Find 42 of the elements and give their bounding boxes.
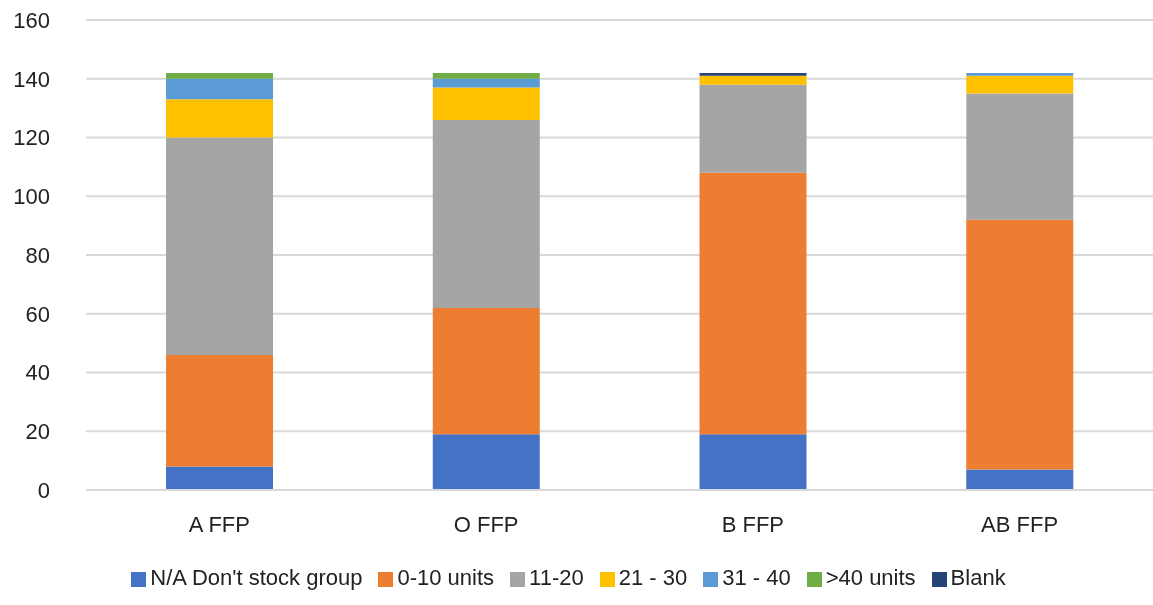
x-tick-label: B FFP xyxy=(721,511,785,537)
y-tick-label: 140 xyxy=(13,66,50,92)
y-tick-label: 40 xyxy=(25,360,50,386)
bar xyxy=(966,75,1074,94)
y-tick-label: 160 xyxy=(13,7,50,33)
y-tick-label: 100 xyxy=(13,184,50,210)
x-tick-label: O FFP xyxy=(453,511,519,537)
legend-label: Blank xyxy=(950,565,1006,590)
bar xyxy=(699,434,807,490)
bar xyxy=(166,72,274,79)
bar xyxy=(699,75,807,85)
bar xyxy=(699,72,807,76)
bar xyxy=(699,172,807,435)
bar xyxy=(432,119,540,308)
bar xyxy=(432,434,540,490)
legend-label: 21 - 30 xyxy=(618,565,688,590)
bar xyxy=(166,99,274,138)
legend-label: 0-10 units xyxy=(397,565,495,590)
x-tick-label: A FFP xyxy=(188,511,250,537)
bar xyxy=(966,72,1074,76)
y-tick-label: 120 xyxy=(13,125,50,151)
legend-label: 31 - 40 xyxy=(722,565,791,590)
bar xyxy=(432,78,540,88)
bar xyxy=(166,466,274,490)
bar xyxy=(166,354,274,467)
bar xyxy=(966,219,1074,470)
y-tick-label: 20 xyxy=(25,419,50,445)
legend-label: N/A Don't stock group xyxy=(150,565,363,590)
y-tick-label: 60 xyxy=(25,301,50,327)
legend-label: 11-20 xyxy=(529,565,584,590)
y-tick-label: 0 xyxy=(37,477,50,503)
x-tick-label: AB FFP xyxy=(981,511,1059,537)
bar xyxy=(699,84,807,173)
bar xyxy=(966,469,1074,490)
legend-label: >40 units xyxy=(825,565,916,590)
bar xyxy=(432,87,540,120)
bar xyxy=(166,137,274,355)
bar xyxy=(966,93,1074,220)
bar xyxy=(166,78,274,100)
bar xyxy=(432,72,540,79)
y-tick-label: 80 xyxy=(25,242,50,268)
bar xyxy=(432,307,540,435)
